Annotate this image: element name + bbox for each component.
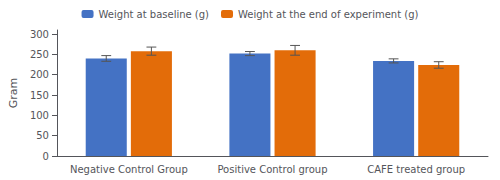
- svg-text:100: 100: [30, 110, 49, 121]
- svg-text:Gram: Gram: [7, 78, 20, 109]
- svg-text:50: 50: [36, 130, 49, 141]
- svg-text:Positive Control group: Positive Control group: [217, 164, 327, 175]
- svg-text:300: 300: [30, 29, 49, 40]
- svg-text:Weight at baseline (g): Weight at baseline (g): [99, 9, 210, 20]
- svg-text:200: 200: [30, 69, 49, 80]
- svg-text:150: 150: [30, 90, 49, 101]
- svg-text:0: 0: [43, 151, 49, 162]
- svg-text:Weight at the end of experimen: Weight at the end of experiment (g): [238, 9, 419, 20]
- svg-text:Negative Control Group: Negative Control Group: [70, 164, 188, 175]
- svg-text:CAFE treated group: CAFE treated group: [367, 164, 465, 175]
- svg-text:250: 250: [30, 49, 49, 60]
